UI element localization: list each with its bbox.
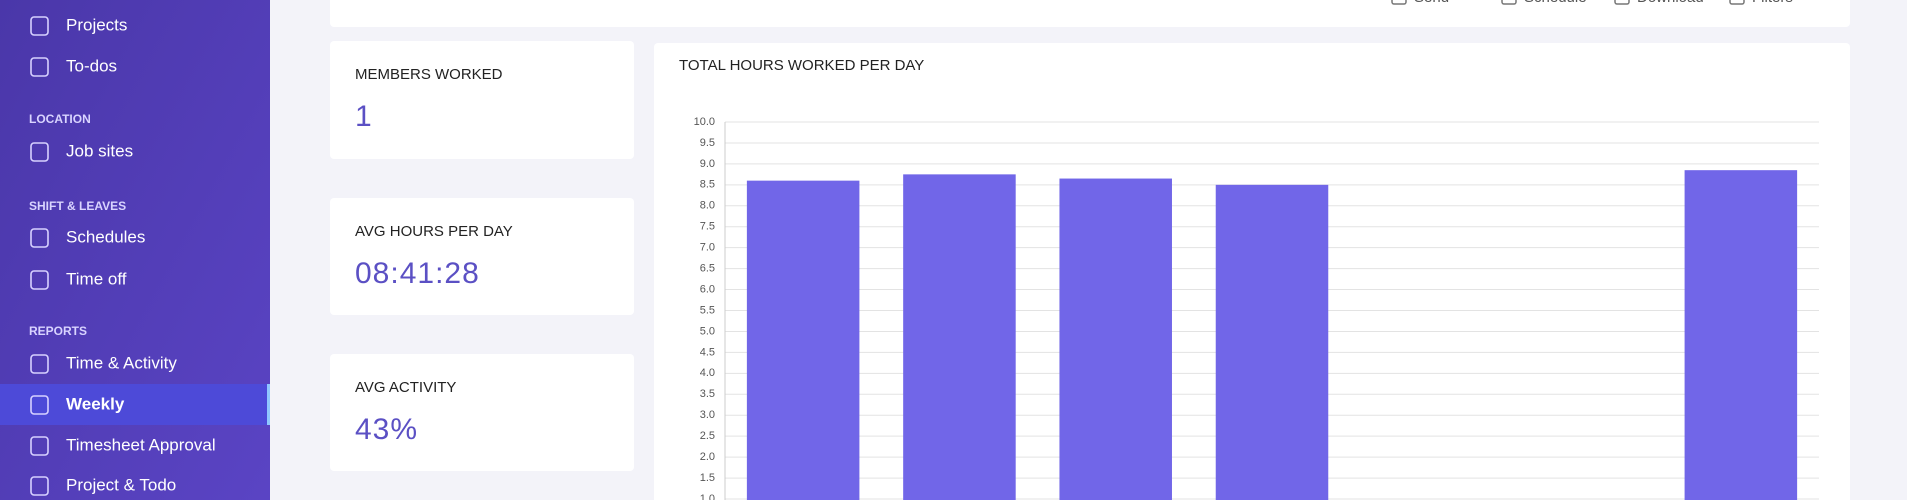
- nav-icon: [30, 354, 49, 374]
- toolbar-icon: [1501, 0, 1517, 5]
- nav-heading: LOCATION: [29, 112, 91, 126]
- y-tick-label: 4.5: [700, 346, 715, 358]
- stat-card: [330, 198, 634, 315]
- bar: [903, 174, 1016, 500]
- nav-item[interactable]: Weekly: [66, 394, 125, 413]
- nav-item[interactable]: Project & Todo: [66, 475, 176, 494]
- toolbar-icon: [1391, 0, 1407, 5]
- stat-card: [330, 41, 634, 159]
- nav-item[interactable]: Schedules: [66, 227, 145, 246]
- toolbar-action[interactable]: Filters: [1752, 0, 1793, 6]
- toolbar-icon: [1614, 0, 1630, 5]
- y-tick-label: 8.0: [700, 200, 715, 212]
- bar: [746, 180, 860, 500]
- nav-heading: REPORTS: [29, 324, 87, 338]
- toolbar-action[interactable]: Send: [1414, 0, 1449, 6]
- stat-label: AVG HOURS PER DAY: [355, 223, 513, 240]
- y-tick-label: 8.5: [700, 179, 715, 191]
- nav-item[interactable]: Time off: [66, 269, 127, 288]
- nav-icon: [30, 395, 49, 415]
- nav-item[interactable]: Job sites: [66, 141, 133, 160]
- nav-item[interactable]: Timesheet Approval: [66, 435, 216, 454]
- stat-value: 08:41:28: [355, 257, 480, 290]
- nav-item[interactable]: Time & Activity: [66, 353, 177, 372]
- nav-icon: [30, 270, 49, 290]
- nav-active-bar: [267, 384, 270, 425]
- bar: [1684, 170, 1798, 500]
- y-tick-label: 10.0: [694, 116, 715, 128]
- y-tick-label: 9.0: [700, 158, 715, 170]
- y-tick-label: 5.5: [700, 304, 715, 316]
- toolbar-icon: [1729, 0, 1745, 5]
- y-tick-label: 2.5: [700, 430, 715, 442]
- toolbar-action[interactable]: Schedule: [1524, 0, 1587, 6]
- y-tick-label: 7.5: [700, 221, 715, 233]
- nav-icon: [30, 57, 49, 77]
- toolbar-action[interactable]: Download: [1637, 0, 1704, 6]
- stat-label: AVG ACTIVITY: [355, 379, 456, 396]
- y-tick-label: 3.0: [700, 409, 715, 421]
- nav-active: [0, 384, 270, 425]
- y-tick-label: 3.5: [700, 388, 715, 400]
- nav-heading: SHIFT & LEAVES: [29, 199, 126, 213]
- y-tick-label: 6.0: [700, 283, 715, 295]
- nav-item[interactable]: To-dos: [66, 56, 117, 75]
- bar: [1215, 184, 1329, 500]
- nav-icon: [30, 142, 49, 162]
- toolbar: [330, 0, 1850, 27]
- y-tick-label: 4.0: [700, 367, 715, 379]
- y-tick-label: 6.5: [700, 263, 715, 275]
- nav-icon: [30, 476, 49, 496]
- nav-icon: [30, 16, 49, 36]
- y-tick-label: 2.0: [700, 451, 715, 463]
- stat-label: MEMBERS WORKED: [355, 66, 503, 83]
- nav-icon: [30, 436, 49, 456]
- y-tick-label: 9.5: [700, 137, 715, 149]
- y-tick-label: 1.5: [700, 472, 715, 484]
- chart-title: TOTAL HOURS WORKED PER DAY: [679, 57, 924, 74]
- bar: [1059, 178, 1172, 500]
- nav-item[interactable]: Projects: [66, 15, 127, 34]
- nav-icon: [30, 228, 49, 248]
- stat-card: [330, 354, 634, 471]
- y-tick-label: 5.0: [700, 325, 715, 337]
- stat-value: 43%: [355, 413, 418, 446]
- y-tick-label: 7.0: [700, 242, 715, 254]
- stat-value: 1: [355, 100, 373, 133]
- y-tick-label: 1.0: [700, 493, 715, 500]
